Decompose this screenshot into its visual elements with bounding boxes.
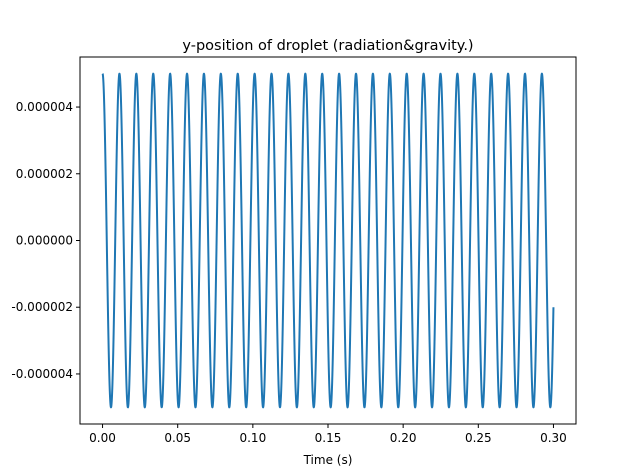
x-tick-label: 0.25 xyxy=(465,431,492,445)
x-axis-ticks: 0.00 0.05 0.10 0.15 0.20 0.25 0.30 xyxy=(89,424,567,445)
y-tick-label: 0.000004 xyxy=(16,100,73,114)
y-tick-label: 0.000002 xyxy=(16,167,73,181)
x-tick-label: 0.30 xyxy=(540,431,567,445)
x-tick-label: 0.10 xyxy=(239,431,266,445)
plot-area xyxy=(101,72,555,409)
x-tick-label: 0.05 xyxy=(164,431,191,445)
y-tick-label: -0.000002 xyxy=(11,300,73,314)
x-axis-label: Time (s) xyxy=(303,453,353,467)
y-tick-label: 0.000000 xyxy=(16,234,73,248)
chart-title: y-position of droplet (radiation&gravity… xyxy=(182,38,473,54)
x-tick-label: 0.00 xyxy=(89,431,116,445)
x-tick-label: 0.20 xyxy=(390,431,417,445)
y-tick-label: -0.000004 xyxy=(11,367,73,381)
series-line xyxy=(101,72,555,409)
x-tick-label: 0.15 xyxy=(315,431,342,445)
y-axis-ticks: -0.000004 -0.000002 0.000000 0.000002 0.0000… xyxy=(11,100,80,381)
